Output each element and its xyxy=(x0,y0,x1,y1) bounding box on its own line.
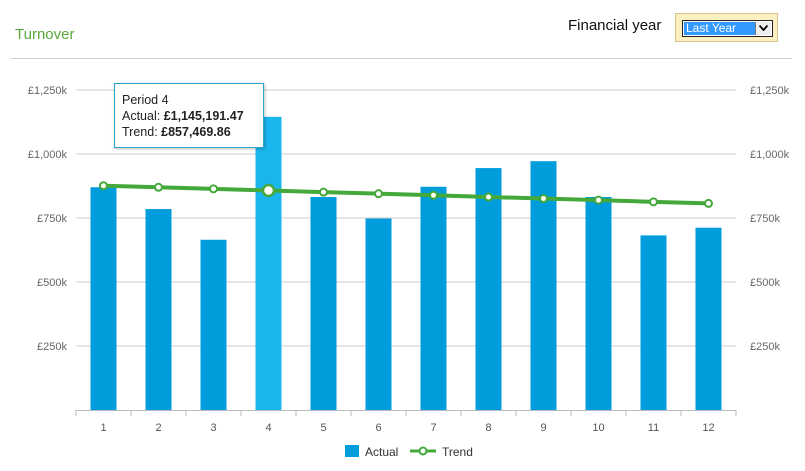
trend-point xyxy=(99,181,108,191)
trend-point xyxy=(704,198,713,208)
trend-point xyxy=(539,194,548,204)
y-tick-label-right: £1,250k xyxy=(750,85,790,97)
tooltip-actual-value: £1,145,191.47 xyxy=(163,109,244,123)
financial-year-select[interactable]: Last Year xyxy=(682,20,773,37)
legend-actual-label: Actual xyxy=(365,445,398,459)
y-tick-label-left: £1,250k xyxy=(28,85,68,97)
y-tick-label-left: £250k xyxy=(37,341,67,353)
bar-actual xyxy=(695,227,722,410)
trend-point xyxy=(154,182,163,192)
bar-actual xyxy=(145,209,172,410)
trend-point xyxy=(484,192,493,202)
bar-actual xyxy=(310,197,337,410)
bar-actual xyxy=(365,218,392,410)
y-tick-label-left: £750k xyxy=(37,213,67,225)
financial-year-label: Financial year xyxy=(568,17,662,34)
bar-actual xyxy=(585,197,612,410)
x-tick-label: 10 xyxy=(592,422,604,434)
financial-year-selected-value: Last Year xyxy=(684,22,756,35)
tooltip-period: Period 4 xyxy=(122,93,169,107)
trend-line xyxy=(103,183,709,206)
y-tick-label-left: £500k xyxy=(37,277,67,289)
legend-trend-marker xyxy=(418,446,428,456)
page-title: Turnover xyxy=(15,26,75,43)
trend-point xyxy=(209,184,218,194)
x-tick-label: 4 xyxy=(265,422,271,434)
tooltip-trend-label: Trend: xyxy=(122,125,158,139)
y-tick-label-right: £250k xyxy=(750,341,780,353)
y-tick-label-right: £500k xyxy=(750,277,780,289)
x-tick-label: 8 xyxy=(485,422,491,434)
x-tick-label: 5 xyxy=(320,422,326,434)
bar-actual xyxy=(90,187,117,410)
trend-point xyxy=(594,195,603,205)
y-tick-label-right: £1,000k xyxy=(750,149,790,161)
data-tooltip: Period 4 Actual: £1,145,191.47 Trend: £8… xyxy=(114,83,264,148)
header-divider xyxy=(11,58,792,59)
bar-actual xyxy=(420,186,447,410)
dropdown-arrow-icon[interactable] xyxy=(755,22,771,35)
y-tick-label-left: £1,000k xyxy=(28,149,68,161)
x-tick-label: 11 xyxy=(648,422,659,434)
tooltip-actual-row: Actual: £1,145,191.47 xyxy=(122,108,263,124)
financial-year-container: Last Year xyxy=(675,13,778,42)
x-tick-label: 6 xyxy=(375,422,381,434)
x-tick-label: 7 xyxy=(430,422,436,434)
trend-point xyxy=(649,197,658,207)
trend-point xyxy=(429,190,438,200)
bar-actual xyxy=(200,239,227,410)
legend-trend-label: Trend xyxy=(442,445,473,459)
tooltip-actual-label: Actual: xyxy=(122,109,161,123)
x-tick-label: 1 xyxy=(100,422,106,434)
x-tick-label: 9 xyxy=(540,422,546,434)
x-tick-label: 2 xyxy=(155,422,161,434)
trend-point xyxy=(319,187,328,197)
legend-actual-swatch xyxy=(345,445,359,457)
x-tick-label: 12 xyxy=(702,422,714,434)
bar-actual xyxy=(475,168,502,410)
tooltip-trend-value: £857,469.86 xyxy=(161,125,231,139)
x-tick-label: 3 xyxy=(210,422,216,434)
bar-actual xyxy=(640,235,667,410)
trend-point xyxy=(261,183,276,198)
tooltip-trend-row: Trend: £857,469.86 xyxy=(122,124,263,140)
bar-actual xyxy=(255,116,282,410)
y-tick-label-right: £750k xyxy=(750,213,780,225)
trend-point xyxy=(374,189,383,199)
